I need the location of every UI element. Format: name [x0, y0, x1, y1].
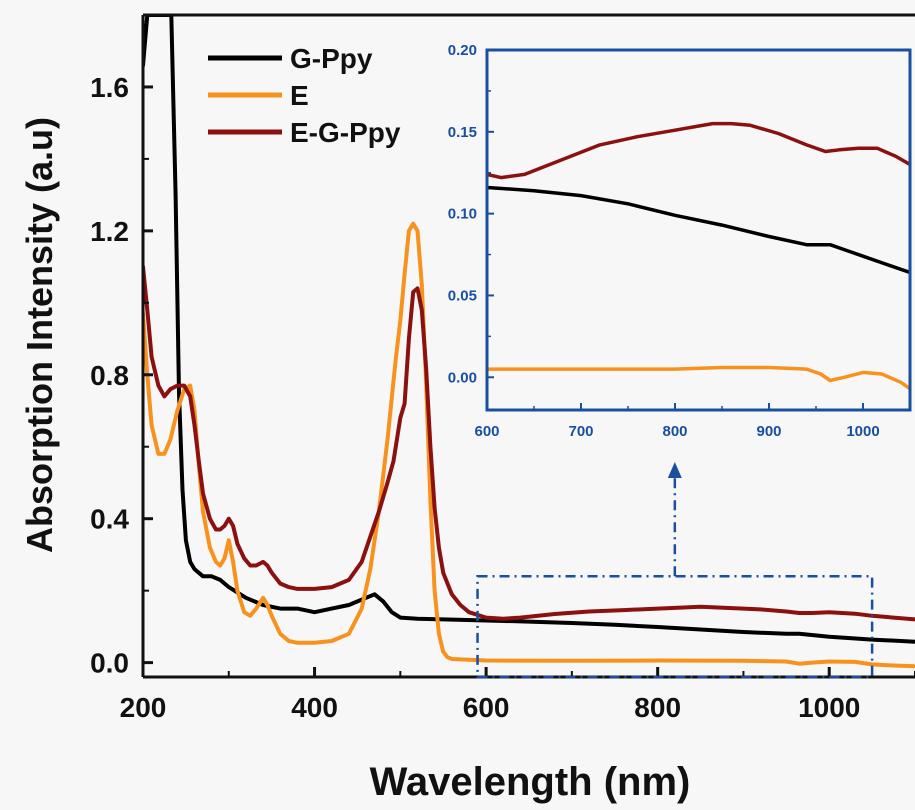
- inset-series: [487, 121, 910, 391]
- inset-frame: [485, 48, 912, 412]
- legend-label-g-ppy: G-Ppy: [290, 43, 373, 74]
- x-tick-label: 200: [120, 692, 167, 723]
- series-line-g-ppy: [143, 15, 915, 644]
- x-tick-label: 1000: [798, 692, 860, 723]
- inset-background: [487, 50, 910, 410]
- x-axis-label: Wavelength (nm): [370, 760, 691, 804]
- y-tick-label: 0.4: [90, 504, 129, 535]
- x-tick-label: 800: [634, 692, 681, 723]
- inset-x-tick-label: 800: [662, 423, 687, 440]
- inset-x-tick-label: 1000: [846, 423, 879, 440]
- series-line-e-g-ppy: [143, 264, 915, 622]
- inset-series-line-g-ppy: [487, 185, 910, 275]
- y-tick-label: 0.8: [90, 360, 129, 391]
- inset-y-tick-label: 0.05: [448, 287, 477, 304]
- inset-y-tick-label: 0.00: [448, 369, 477, 386]
- legend-label-e: E: [290, 80, 309, 111]
- zoom-arrow-head: [667, 462, 682, 478]
- y-tick-label: 0.0: [90, 648, 129, 679]
- zoom-region-box: [476, 575, 874, 679]
- y-tick-label: 1.6: [90, 72, 129, 103]
- y-axis-label: Absorption Intensity (a.u): [19, 117, 60, 553]
- main-series: [143, 15, 915, 669]
- inset-plot: 600 700 800 900 1000 0.00 0.05 0.10 0.15 0.20: [448, 42, 912, 440]
- x-tick-label: 600: [463, 692, 510, 723]
- inset-x-tick-label: 900: [756, 423, 781, 440]
- inset-y-tick-label: 0.10: [448, 206, 477, 223]
- legend-label-e-g-ppy: E-G-Ppy: [290, 117, 401, 148]
- inset-y-tick-label: 0.15: [448, 124, 477, 141]
- main-ticks: 200 400 600 800 1000 0.0 0.4 0.8 1.2 1.6: [90, 14, 915, 723]
- legend: G-Ppy E E-G-Ppy: [208, 43, 401, 148]
- inset-x-tick-label: 700: [568, 423, 593, 440]
- y-tick-label: 1.2: [90, 216, 129, 247]
- inset-series-line-e-g-ppy: [487, 121, 910, 180]
- inset-y-tick-label: 0.20: [448, 42, 477, 59]
- x-tick-label: 400: [291, 692, 338, 723]
- inset-series-line-e: [487, 365, 910, 391]
- zoom-indicator: [476, 462, 874, 679]
- inset-x-tick-label: 600: [474, 423, 499, 440]
